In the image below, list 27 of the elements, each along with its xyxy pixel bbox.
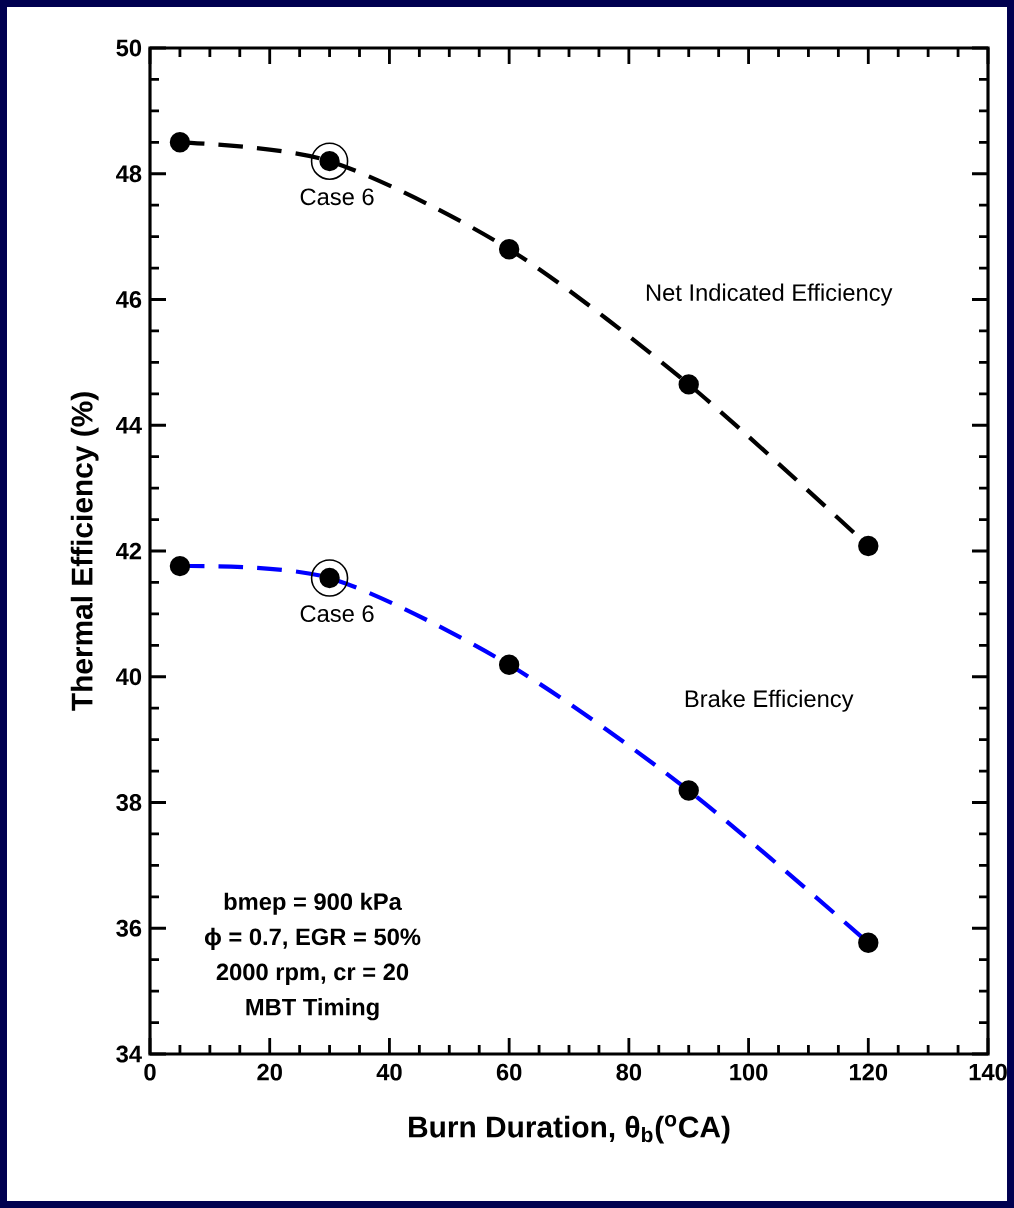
x-tick-label: 40 [376, 1063, 402, 1081]
x-tick-label: 120 [849, 1063, 888, 1081]
y-tick-label: 38 [116, 794, 142, 811]
x-tick-label: 140 [969, 1063, 1007, 1081]
annotation: bmep = 900 kPa [224, 892, 402, 915]
x-tick-label: 100 [730, 1063, 768, 1081]
y-tick-label: 50 [116, 39, 142, 57]
x-tick-label: 80 [616, 1063, 642, 1081]
y-tick-label: 36 [116, 919, 142, 937]
annotation: ϕ = 0.7, EGR = 50% [204, 927, 421, 950]
series-label: Net Indicated Efficiency [646, 283, 893, 306]
x-tick-label: 60 [496, 1063, 522, 1081]
annotation: Case 6 [300, 605, 374, 623]
x-axis-title: Burn Duration, θ$_{b}$($^{o}$CA) [409, 1115, 730, 1144]
text: Brake Efficiency [685, 689, 854, 712]
x-tick-label: 0 [144, 1063, 156, 1081]
y-tick-label: 42 [116, 542, 142, 560]
y-tick-label: 48 [116, 165, 142, 183]
y-tick-label: 34 [116, 1045, 142, 1063]
annotation: Case 6 [300, 188, 374, 206]
annotation: MBT Timing [246, 998, 379, 1021]
x-tick-label: 20 [257, 1063, 282, 1081]
y-tick-label: 46 [116, 291, 142, 308]
annotation: 2000 rpm, cr = 20 [216, 963, 409, 986]
y-axis-title: Thermal Efficiency (%) [70, 392, 99, 711]
y-tick-label: 40 [116, 668, 142, 686]
y-tick-label: 44 [116, 417, 142, 434]
